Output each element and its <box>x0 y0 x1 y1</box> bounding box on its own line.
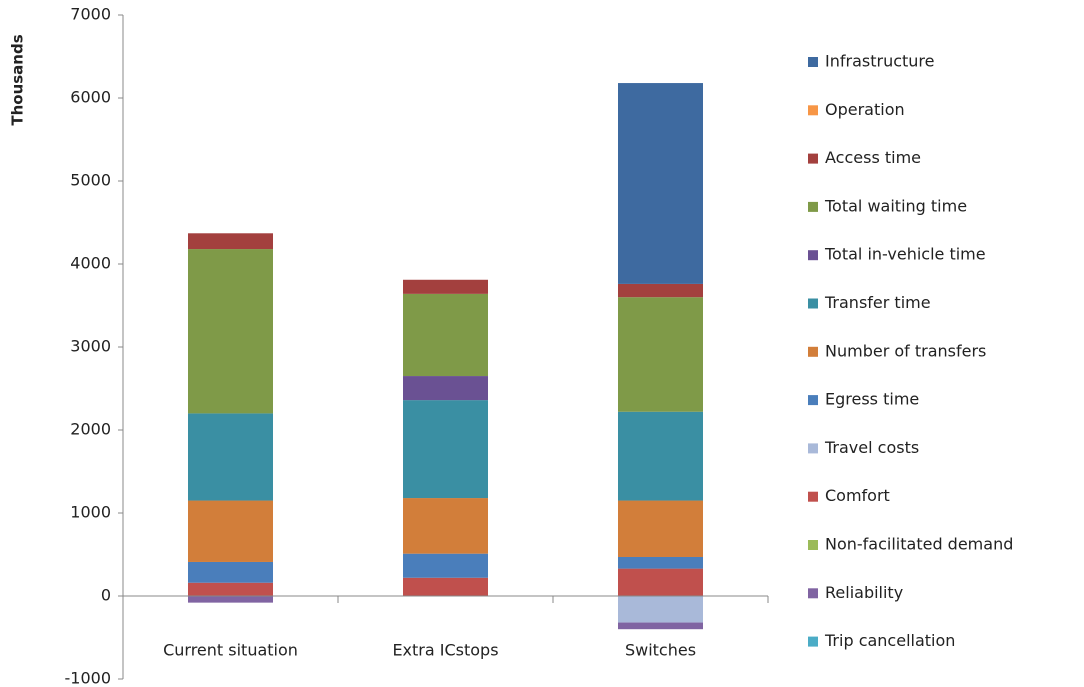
legend-label: Total in-vehicle time <box>824 245 986 264</box>
y-tick-label: 3000 <box>70 337 111 356</box>
legend-label: Operation <box>825 100 905 119</box>
legend-label: Transfer time <box>824 293 931 312</box>
x-tick-label: Switches <box>625 641 696 660</box>
legend-label: Reliability <box>825 583 903 602</box>
y-tick-label: -1000 <box>65 669 112 687</box>
bar-segment <box>403 553 488 578</box>
legend-swatch <box>808 201 818 212</box>
bar-segment <box>618 283 703 298</box>
bar-segment <box>618 500 703 557</box>
legend-label: Total waiting time <box>824 196 967 215</box>
bar-segment <box>188 561 273 583</box>
bar-segment <box>403 293 488 377</box>
legend-swatch <box>808 588 818 599</box>
legend-label: Non-facilitated demand <box>825 535 1013 554</box>
legend-swatch <box>808 298 818 309</box>
x-tick-label: Current situation <box>163 641 298 660</box>
bar-segment <box>188 500 273 562</box>
legend-label: Travel costs <box>824 438 919 457</box>
bar-segment <box>618 556 703 569</box>
legend-swatch <box>808 395 818 406</box>
bar-segment <box>188 413 273 501</box>
legend-label: Trip cancellation <box>824 631 955 650</box>
bar-segment <box>618 568 703 596</box>
bar-segment <box>403 577 488 596</box>
legend-label: Comfort <box>825 486 890 505</box>
legend-label: Egress time <box>825 390 919 409</box>
bar-segment <box>618 622 703 630</box>
legend-swatch <box>808 153 818 164</box>
bar-segment <box>618 297 703 412</box>
bar-segment <box>188 249 273 414</box>
legend-swatch <box>808 57 818 67</box>
y-tick-label: 0 <box>101 586 111 605</box>
legend-swatch <box>808 105 818 116</box>
legend-swatch <box>808 491 818 502</box>
bar-segment <box>403 376 488 401</box>
bar-segment <box>188 596 273 603</box>
y-tick-label: 1000 <box>70 503 111 522</box>
bar-segment <box>403 279 488 294</box>
legend-label: Number of transfers <box>825 341 986 360</box>
bar-segment <box>188 233 273 250</box>
bar-segment <box>618 596 703 623</box>
y-tick-label: 6000 <box>70 88 111 107</box>
legend-swatch <box>808 346 818 357</box>
bar-segment <box>188 582 273 596</box>
legend-swatch <box>808 540 818 550</box>
y-tick-label: 2000 <box>70 420 111 439</box>
legend-swatch <box>808 443 818 454</box>
legend-swatch <box>808 250 818 261</box>
bar-segment <box>618 411 703 501</box>
y-tick-label: 7000 <box>70 5 111 24</box>
bar-segment <box>618 83 703 284</box>
legend-swatch <box>808 636 818 647</box>
legend-label: Access time <box>825 148 921 167</box>
y-tick-label: 4000 <box>70 254 111 273</box>
y-axis-label: Thousands <box>9 34 27 125</box>
bar-segment <box>403 498 488 554</box>
legend-label: Infrastructure <box>825 52 934 71</box>
y-tick-label: 5000 <box>70 171 111 190</box>
bar-segment <box>403 400 488 499</box>
x-tick-label: Extra ICstops <box>392 641 498 660</box>
